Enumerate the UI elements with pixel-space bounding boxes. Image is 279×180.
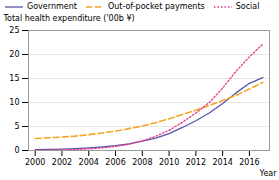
svg-text:25: 25	[9, 26, 19, 35]
svg-text:2000: 2000	[25, 158, 45, 167]
svg-text:2012: 2012	[186, 158, 206, 167]
svg-text:2014: 2014	[212, 158, 232, 167]
svg-text:2016: 2016	[239, 158, 259, 167]
svg-text:2010: 2010	[159, 158, 179, 167]
html-text:Out-of-pocket payments: Out-of-pocket payments	[107, 2, 205, 11]
svg-text:20: 20	[9, 50, 19, 59]
svg-text:2006: 2006	[105, 158, 125, 167]
svg-text:Year: Year	[259, 169, 278, 178]
svg-text:0: 0	[14, 146, 19, 155]
html-text:Government: Government	[27, 2, 77, 11]
svg-text:2002: 2002	[52, 158, 72, 167]
svg-text:15: 15	[9, 74, 19, 83]
svg-text:2004: 2004	[79, 158, 99, 167]
svg-text:10: 10	[9, 98, 19, 107]
svg-text:5: 5	[14, 122, 19, 131]
html-text:Social: Social	[235, 2, 260, 11]
svg-text:2008: 2008	[132, 158, 152, 167]
svg-text:Total health expenditure ('00b: Total health expenditure ('00b ¥)	[3, 14, 135, 23]
